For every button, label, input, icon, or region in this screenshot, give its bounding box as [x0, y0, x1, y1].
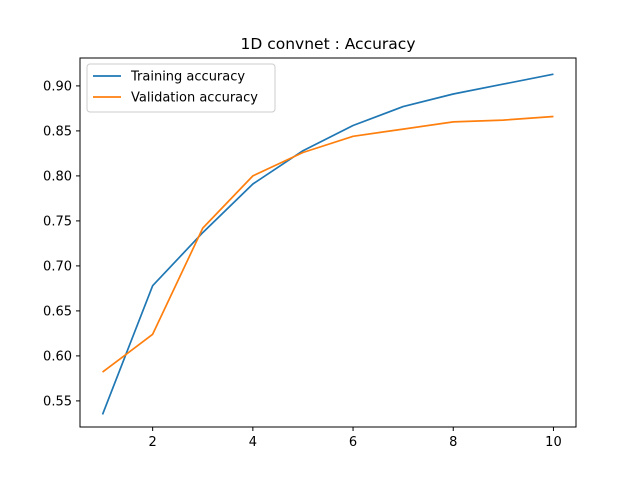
validation-accuracy-point	[501, 118, 506, 123]
x-tick-label: 6	[349, 435, 357, 450]
validation-accuracy-point	[200, 226, 205, 231]
validation-accuracy-point	[150, 332, 155, 337]
training-accuracy-line	[101, 73, 554, 415]
validation-accuracy-line	[102, 115, 554, 373]
y-tick-label: 0.65	[43, 304, 72, 319]
legend-box	[86, 63, 276, 113]
y-tick-label: 0.70	[43, 259, 72, 274]
validation-accuracy-point	[100, 370, 105, 375]
x-tick-label: 2	[149, 435, 157, 450]
chart-title: 1D convnet : Accuracy	[240, 35, 415, 53]
training-accuracy-point	[100, 412, 105, 417]
training-accuracy-point	[551, 72, 556, 77]
validation-accuracy-point	[250, 173, 255, 178]
training-accuracy-point	[501, 82, 506, 87]
validation-accuracy-point	[351, 134, 356, 139]
axes: 2 4 6 8 10 0.55 0.60 0.65 0.70 0.75 0.80 0.85 0.90	[43, 57, 577, 450]
validation-accuracy-point	[300, 150, 305, 155]
validation-accuracy-point	[451, 119, 456, 124]
training-accuracy-point	[401, 104, 406, 109]
legend-label-training-accuracy: Training accuracy	[130, 70, 245, 85]
training-accuracy-point	[451, 92, 456, 97]
training-accuracy-point	[351, 123, 356, 128]
legend: Training accuracy Validation accuracy	[86, 63, 276, 113]
x-tick-label: 8	[449, 435, 457, 450]
y-tick-label: 0.90	[43, 79, 72, 94]
validation-accuracy-point	[551, 114, 556, 119]
x-tick-label: 10	[545, 435, 562, 450]
y-tick-label: 0.85	[43, 124, 72, 139]
y-tick-label: 0.75	[43, 214, 72, 229]
legend-label-validation-accuracy: Validation accuracy	[131, 91, 258, 106]
y-tick-label: 0.80	[43, 169, 72, 184]
validation-accuracy-point	[401, 127, 406, 132]
y-tick-label: 0.55	[43, 394, 72, 409]
training-accuracy-point	[250, 182, 255, 187]
training-accuracy-point	[150, 283, 155, 288]
x-tick-label: 4	[249, 435, 257, 450]
series-lines	[100, 72, 556, 417]
plot-frame	[79, 57, 577, 428]
y-tick-label: 0.60	[43, 349, 72, 364]
